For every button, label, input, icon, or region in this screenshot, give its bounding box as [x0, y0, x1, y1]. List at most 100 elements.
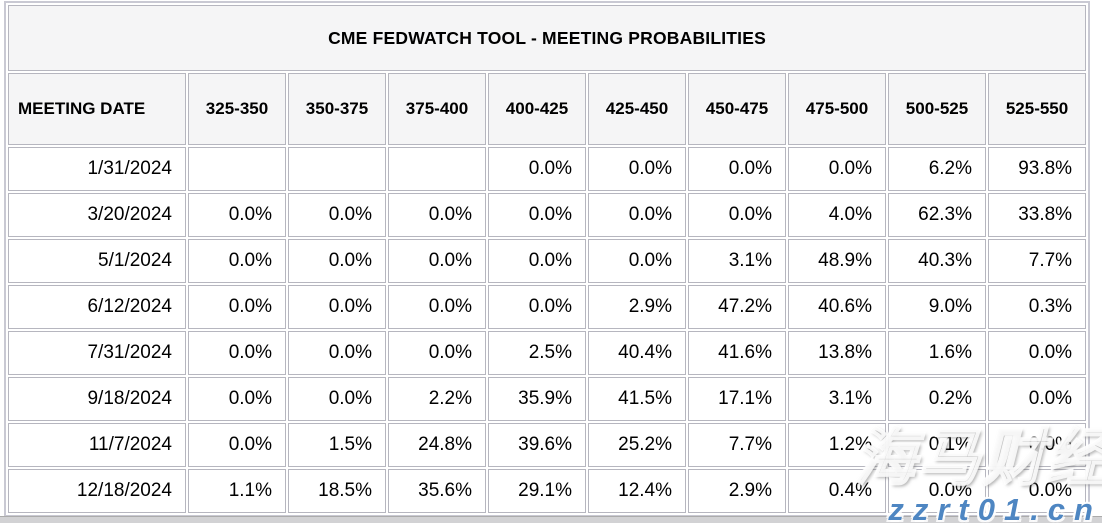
probability-cell: 1.1%	[188, 469, 286, 513]
meeting-date-cell: 12/18/2024	[8, 469, 186, 513]
probability-cell: 0.0%	[988, 331, 1087, 375]
probability-cell: 40.6%	[788, 285, 886, 329]
probability-cell: 0.0%	[388, 285, 486, 329]
table-row: 6/12/2024 0.0% 0.0% 0.0% 0.0% 2.9% 47.2% 40.6% 9…	[8, 285, 1087, 329]
probability-cell: 93.8%	[988, 147, 1087, 191]
probability-cell: 0.0%	[188, 331, 286, 375]
probability-cell: 40.3%	[888, 239, 986, 283]
rate-range-header: 500-525	[888, 73, 986, 145]
probability-cell: 39.6%	[488, 423, 586, 467]
probability-cell: 12.4%	[588, 469, 686, 513]
table-row: 11/7/2024 0.0% 1.5% 24.8% 39.6% 25.2% 7.7% 1.2%…	[8, 423, 1087, 467]
table-row: 3/20/2024 0.0% 0.0% 0.0% 0.0% 0.0% 0.0% 4.0% 62.…	[8, 193, 1087, 237]
meeting-date-header: MEETING DATE	[8, 73, 186, 145]
probability-cell	[288, 147, 386, 191]
rate-range-header: 400-425	[488, 73, 586, 145]
probability-cell: 3.1%	[788, 377, 886, 421]
probability-cell: 0.0%	[388, 331, 486, 375]
rate-range-header: 350-375	[288, 73, 386, 145]
probability-cell: 1.6%	[888, 331, 986, 375]
probability-cell: 40.4%	[588, 331, 686, 375]
probability-cell: 47.2%	[688, 285, 786, 329]
probability-cell: 0.0%	[388, 193, 486, 237]
probability-cell: 7.7%	[988, 239, 1087, 283]
probability-cell: 0.0%	[988, 423, 1087, 467]
probability-cell: 1.5%	[288, 423, 386, 467]
probability-cell: 0.0%	[288, 239, 386, 283]
table-row: 9/18/2024 0.0% 0.0% 2.2% 35.9% 41.5% 17.1% 3.1%…	[8, 377, 1087, 421]
rate-range-header: 325-350	[188, 73, 286, 145]
probability-cell: 0.0%	[188, 193, 286, 237]
probability-cell: 17.1%	[688, 377, 786, 421]
probability-cell: 0.0%	[488, 239, 586, 283]
table-row: 12/18/2024 1.1% 18.5% 35.6% 29.1% 12.4% 2.9% 0.…	[8, 469, 1087, 513]
probability-cell: 33.8%	[988, 193, 1087, 237]
probability-cell: 35.9%	[488, 377, 586, 421]
probability-cell: 0.2%	[888, 377, 986, 421]
meeting-date-cell: 9/18/2024	[8, 377, 186, 421]
probability-cell: 0.4%	[788, 469, 886, 513]
probability-cell: 0.0%	[888, 469, 986, 513]
table-body: 1/31/2024 0.0% 0.0% 0.0% 0.0% 6.2% 93.8% 3/20/2…	[8, 147, 1087, 513]
probability-cell: 2.5%	[488, 331, 586, 375]
probability-cell: 0.0%	[988, 377, 1087, 421]
probability-cell: 0.3%	[988, 285, 1087, 329]
probability-cell: 0.0%	[488, 147, 586, 191]
probability-cell: 0.0%	[788, 147, 886, 191]
probability-cell: 6.2%	[888, 147, 986, 191]
probability-cell: 2.9%	[588, 285, 686, 329]
probability-cell: 0.0%	[988, 469, 1087, 513]
probability-cell: 3.1%	[688, 239, 786, 283]
probability-cell: 25.2%	[588, 423, 686, 467]
probability-cell: 0.0%	[288, 285, 386, 329]
probability-cell: 62.3%	[888, 193, 986, 237]
rate-range-header: 525-550	[988, 73, 1087, 145]
fedwatch-table-container: CME FEDWATCH TOOL - MEETING PROBABILITIE…	[4, 1, 1091, 517]
probability-cell: 0.0%	[188, 239, 286, 283]
probability-cell: 0.0%	[588, 147, 686, 191]
probability-cell: 0.0%	[288, 377, 386, 421]
probability-cell: 41.6%	[688, 331, 786, 375]
rate-range-header: 475-500	[788, 73, 886, 145]
probability-cell: 24.8%	[388, 423, 486, 467]
probability-cell: 41.5%	[588, 377, 686, 421]
table-title: CME FEDWATCH TOOL - MEETING PROBABILITIE…	[8, 5, 1087, 71]
probability-cell: 0.0%	[188, 377, 286, 421]
table-row: 5/1/2024 0.0% 0.0% 0.0% 0.0% 0.0% 3.1% 48.9% 40.…	[8, 239, 1087, 283]
probability-cell: 0.0%	[588, 193, 686, 237]
rate-range-header: 375-400	[388, 73, 486, 145]
probability-cell: 29.1%	[488, 469, 586, 513]
probability-cell: 13.8%	[788, 331, 886, 375]
bottom-page-edge	[0, 516, 1102, 523]
probability-cell: 0.0%	[188, 423, 286, 467]
probability-cell: 0.0%	[188, 285, 286, 329]
title-row: CME FEDWATCH TOOL - MEETING PROBABILITIE…	[8, 5, 1087, 71]
header-row: MEETING DATE 325-350 350-375 375-400 400-425…	[8, 73, 1087, 145]
probability-cell: 0.0%	[388, 239, 486, 283]
rate-range-header: 425-450	[588, 73, 686, 145]
probability-cell: 2.2%	[388, 377, 486, 421]
probability-cell	[188, 147, 286, 191]
meeting-date-cell: 3/20/2024	[8, 193, 186, 237]
probability-cell: 48.9%	[788, 239, 886, 283]
rate-range-header: 450-475	[688, 73, 786, 145]
meeting-date-cell: 6/12/2024	[8, 285, 186, 329]
probability-cell: 0.0%	[488, 285, 586, 329]
probability-cell: 0.0%	[588, 239, 686, 283]
probability-cell: 0.0%	[688, 147, 786, 191]
meeting-date-cell: 11/7/2024	[8, 423, 186, 467]
probability-cell: 2.9%	[688, 469, 786, 513]
probability-cell: 9.0%	[888, 285, 986, 329]
table-row: 7/31/2024 0.0% 0.0% 0.0% 2.5% 40.4% 41.6% 13.8%…	[8, 331, 1087, 375]
probability-cell: 0.0%	[288, 331, 386, 375]
meeting-date-cell: 5/1/2024	[8, 239, 186, 283]
probability-cell: 7.7%	[688, 423, 786, 467]
meeting-date-cell: 7/31/2024	[8, 331, 186, 375]
fedwatch-meeting-probabilities-table: CME FEDWATCH TOOL - MEETING PROBABILITIE…	[4, 1, 1091, 517]
table-row: 1/31/2024 0.0% 0.0% 0.0% 0.0% 6.2% 93.8%	[8, 147, 1087, 191]
probability-cell	[388, 147, 486, 191]
probability-cell: 18.5%	[288, 469, 386, 513]
probability-cell: 1.2%	[788, 423, 886, 467]
probability-cell: 0.0%	[288, 193, 386, 237]
probability-cell: 35.6%	[388, 469, 486, 513]
